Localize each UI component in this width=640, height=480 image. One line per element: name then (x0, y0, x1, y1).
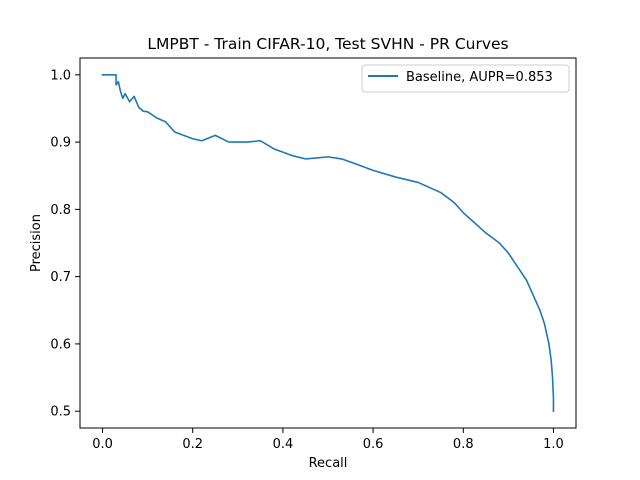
chart-title: LMPBT - Train CIFAR-10, Test SVHN - PR C… (147, 35, 508, 53)
axes-background (80, 58, 576, 428)
x-tick-label: 0.2 (182, 437, 203, 452)
x-tick-label: 1.0 (543, 437, 564, 452)
x-tick-label: 0.6 (363, 437, 384, 452)
y-tick-label: 0.7 (50, 270, 71, 285)
x-tick-label: 0.4 (273, 437, 294, 452)
legend-box (361, 64, 570, 93)
y-tick-label: 0.5 (50, 405, 71, 420)
y-axis-ticks: 0.5 0.6 0.7 0.8 0.9 1.0 (50, 68, 80, 420)
legend: Baseline, AUPR=0.853 (361, 64, 570, 93)
y-tick-label: 0.6 (50, 337, 71, 352)
plot-area (80, 58, 576, 428)
y-tick-label: 0.9 (50, 136, 71, 151)
y-tick-label: 0.8 (50, 203, 71, 218)
series-line-baseline (101, 74, 555, 412)
axes-frame (79, 57, 577, 429)
x-tick-label: 0.0 (92, 437, 113, 452)
legend-entry-baseline: Baseline, AUPR=0.853 (406, 70, 553, 85)
y-axis-label: Precision (29, 214, 44, 272)
x-axis-label: Recall (309, 456, 348, 471)
curve-layer (101, 74, 555, 412)
y-tick-label: 1.0 (50, 68, 71, 83)
x-axis-ticks: 0.0 0.2 0.4 0.6 0.8 1.0 (92, 428, 564, 452)
x-tick-label: 0.8 (453, 437, 474, 452)
